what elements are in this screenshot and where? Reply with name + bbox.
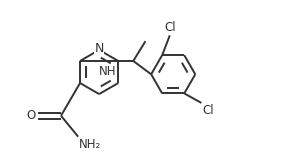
Text: O: O [27, 109, 36, 122]
Text: Cl: Cl [164, 21, 176, 34]
Text: N: N [94, 42, 104, 55]
Text: NH₂: NH₂ [79, 138, 102, 151]
Text: NH: NH [99, 65, 116, 78]
Text: Cl: Cl [202, 104, 214, 117]
